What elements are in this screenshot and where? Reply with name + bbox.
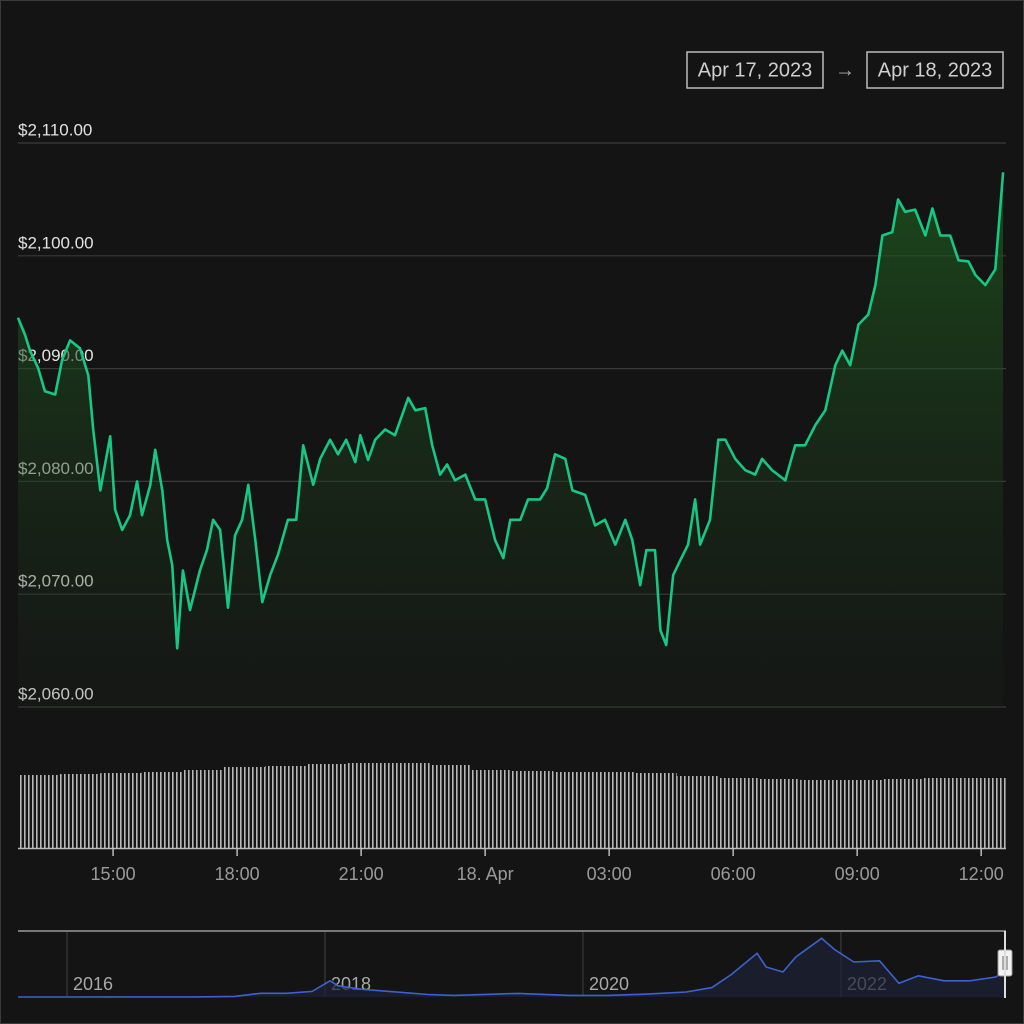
volume-bar (223, 767, 265, 848)
range-to-box[interactable] (866, 51, 1004, 89)
volume-bar (841, 780, 883, 848)
volume-bar (759, 779, 801, 848)
volume-bar (388, 763, 430, 848)
range-selector: Apr 17, 2023 → Apr 18, 2023 (686, 51, 1004, 89)
x-tick-label: 06:00 (711, 864, 756, 884)
x-tick-label: 18:00 (215, 864, 260, 884)
y-tick-label: $2,110.00 (18, 120, 92, 139)
x-tick-label: 12:00 (959, 864, 1004, 884)
navigator-area (18, 938, 1006, 997)
volume-bar (882, 779, 924, 848)
area-fill (18, 172, 1004, 708)
volume-bar (964, 778, 1006, 848)
volume-bar (470, 770, 512, 848)
range-to[interactable]: Apr 18, 2023 (878, 59, 993, 81)
x-tick-label: 03:00 (587, 864, 632, 884)
volume-bar (347, 763, 389, 848)
x-tick-label: 21:00 (339, 864, 384, 884)
volume-bar (429, 765, 471, 848)
volume-bar (635, 773, 677, 848)
volume-bar (553, 772, 595, 848)
y-tick-label: $2,100.00 (18, 233, 94, 252)
x-tick-label: 15:00 (91, 864, 136, 884)
volume-bar (676, 776, 718, 848)
range-from-box[interactable] (686, 51, 824, 89)
navigator-line (18, 937, 1007, 998)
x-tick-label: 2020 (589, 974, 629, 994)
range-separator: → (835, 59, 855, 81)
volume-bar (59, 774, 101, 848)
volume-bar (141, 772, 183, 848)
volume-bar (182, 770, 224, 848)
volume-bar (800, 780, 842, 848)
volume-bar (306, 764, 348, 848)
volume-bar (100, 773, 142, 848)
volume-bar (594, 772, 636, 848)
range-from[interactable]: Apr 17, 2023 (698, 59, 813, 81)
volume-bar (923, 778, 965, 848)
plot-layer: $2,060.00$2,070.00$2,080.00$2,090.00$2,1… (16, 120, 1007, 998)
x-tick-label: 09:00 (835, 864, 880, 884)
volume-bar (18, 775, 60, 848)
price-line (16, 172, 1005, 650)
x-tick-label: 18. Apr (457, 864, 514, 884)
volume-bar (717, 778, 759, 848)
x-tick-label: 2016 (73, 974, 113, 994)
volume-bar (265, 766, 307, 848)
volume-bar (512, 771, 554, 848)
